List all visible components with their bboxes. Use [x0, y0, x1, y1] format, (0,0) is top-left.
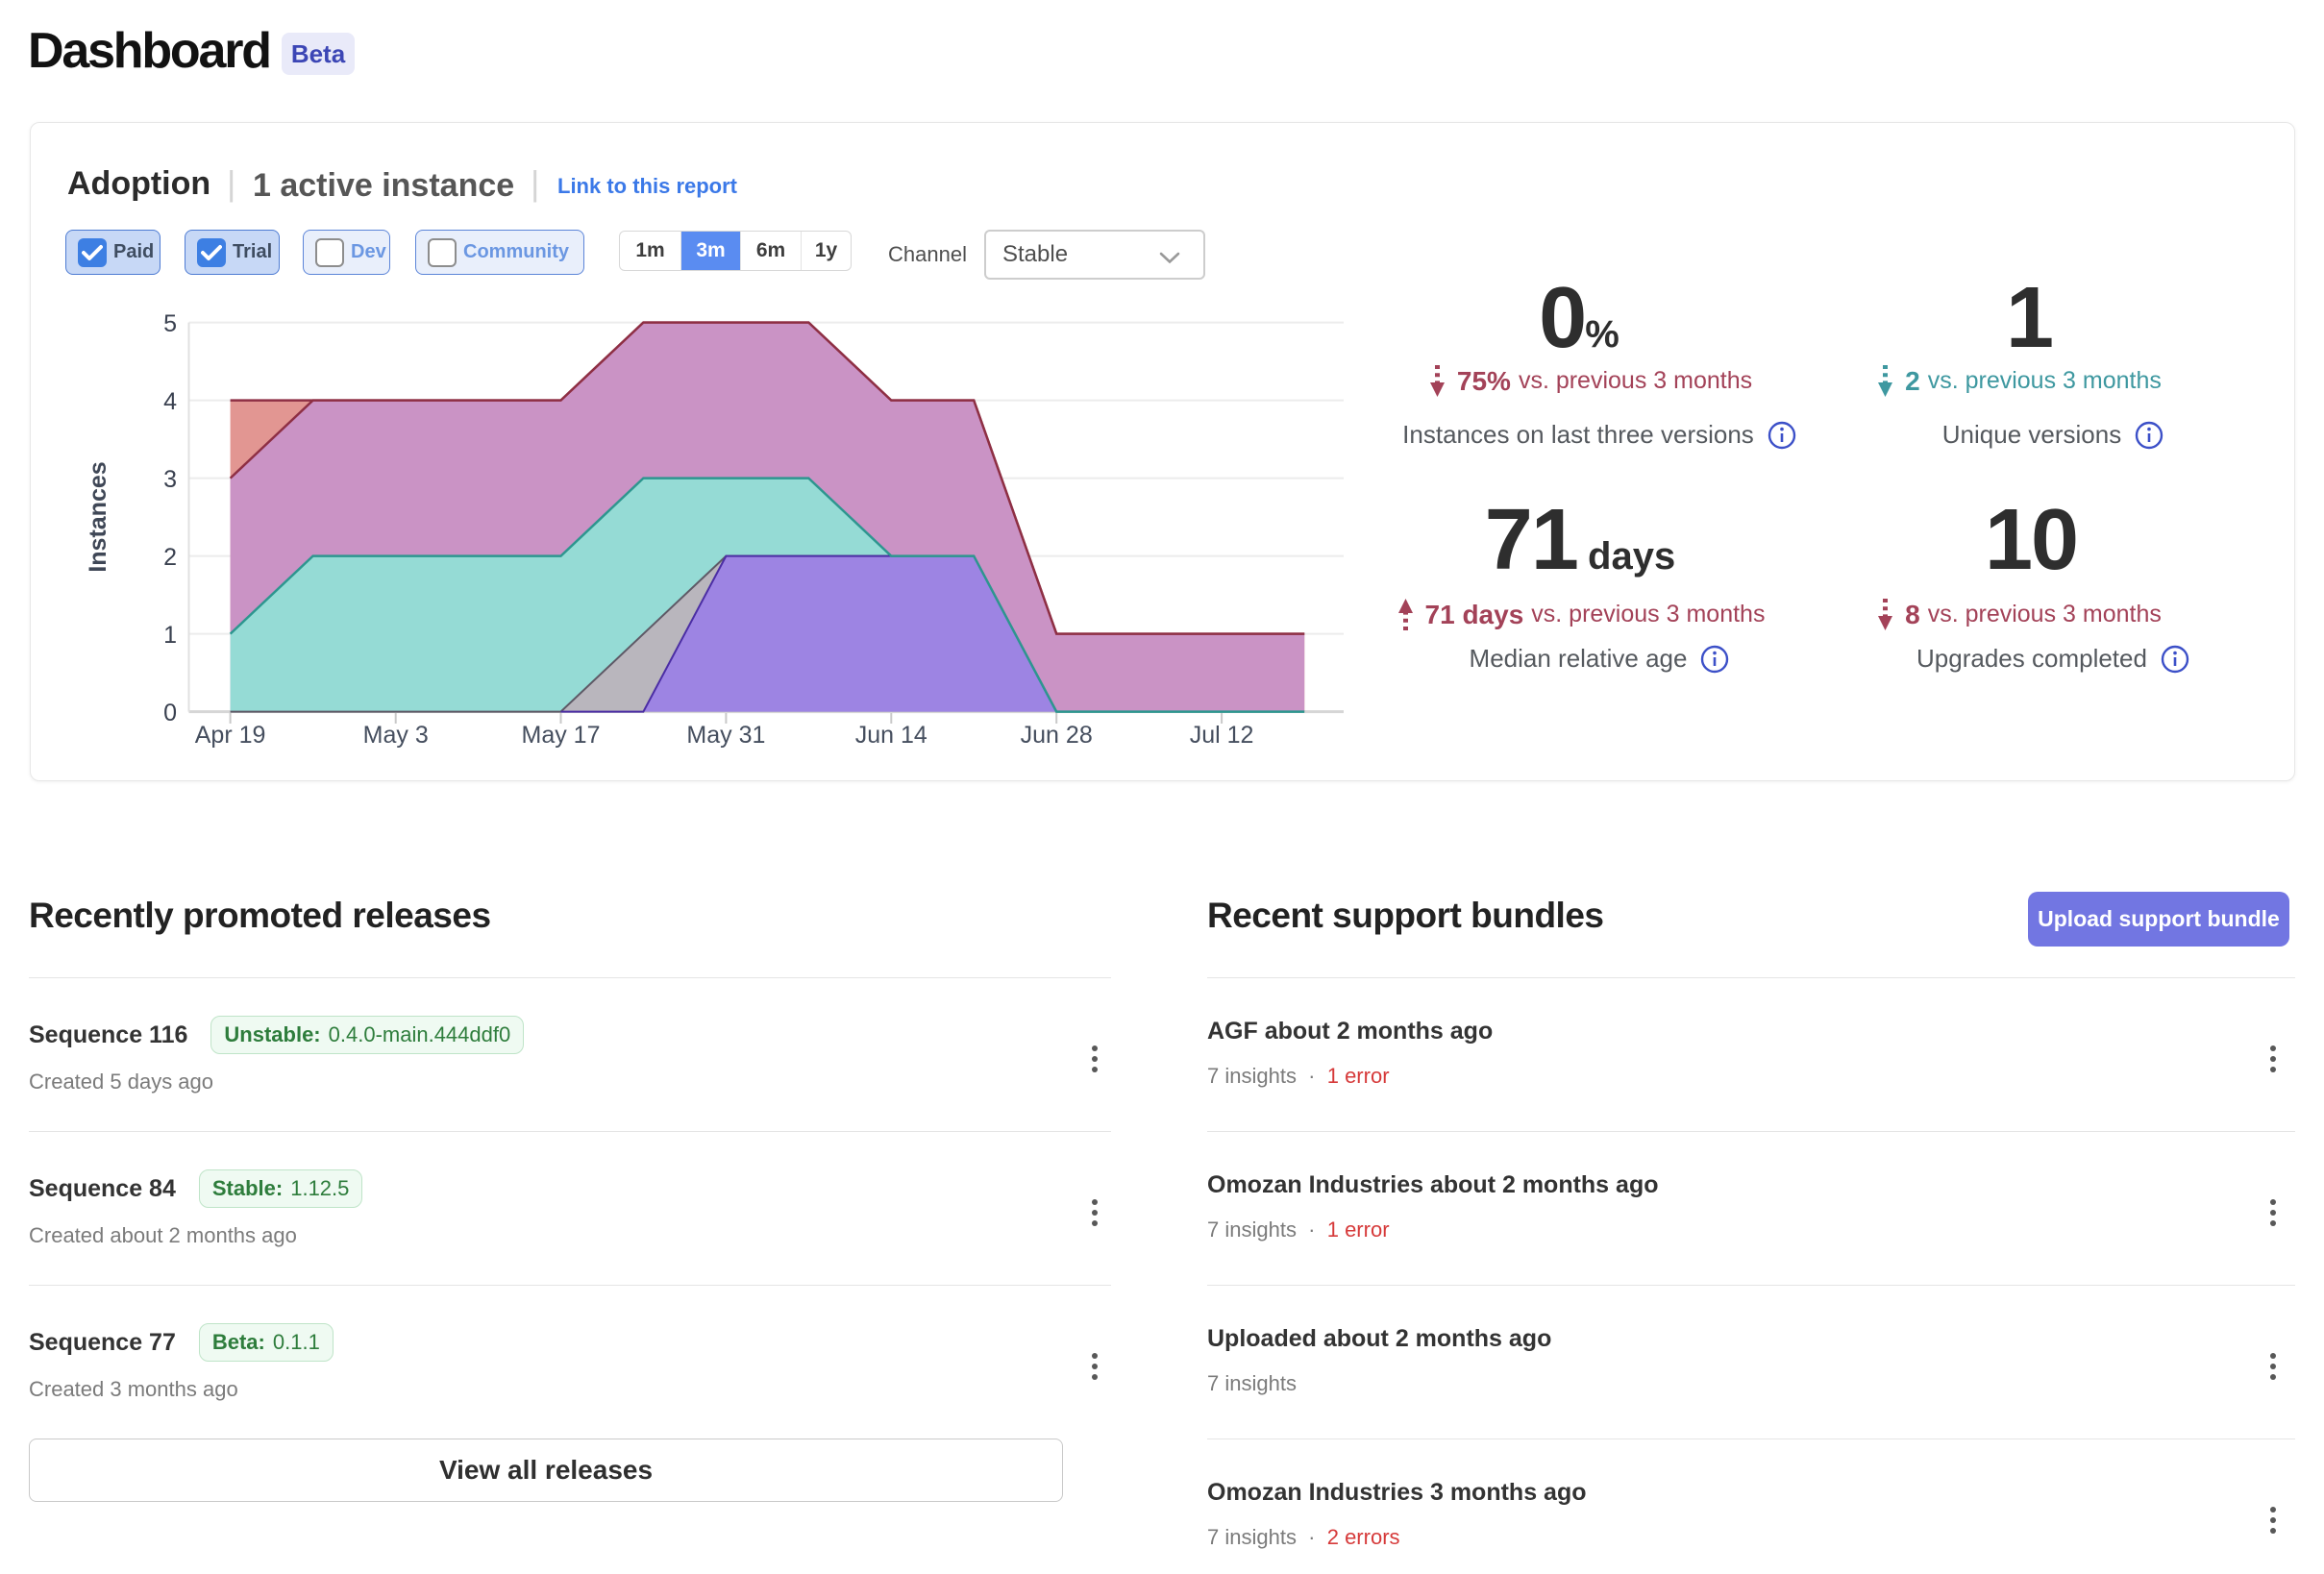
svg-text:5: 5	[163, 310, 177, 337]
svg-text:0: 0	[163, 700, 177, 726]
svg-text:Instances: Instances	[85, 461, 111, 572]
svg-text:Apr 19: Apr 19	[195, 722, 266, 749]
svg-text:Jul 12: Jul 12	[1190, 722, 1254, 749]
svg-text:3: 3	[163, 466, 177, 493]
svg-text:May 31: May 31	[686, 722, 765, 749]
svg-text:Jun 28: Jun 28	[1021, 722, 1093, 749]
svg-text:1: 1	[163, 622, 177, 649]
svg-text:Jun 14: Jun 14	[855, 722, 927, 749]
svg-text:4: 4	[163, 388, 177, 415]
svg-text:2: 2	[163, 544, 177, 571]
svg-text:May 17: May 17	[522, 722, 601, 749]
svg-text:May 3: May 3	[363, 722, 429, 749]
